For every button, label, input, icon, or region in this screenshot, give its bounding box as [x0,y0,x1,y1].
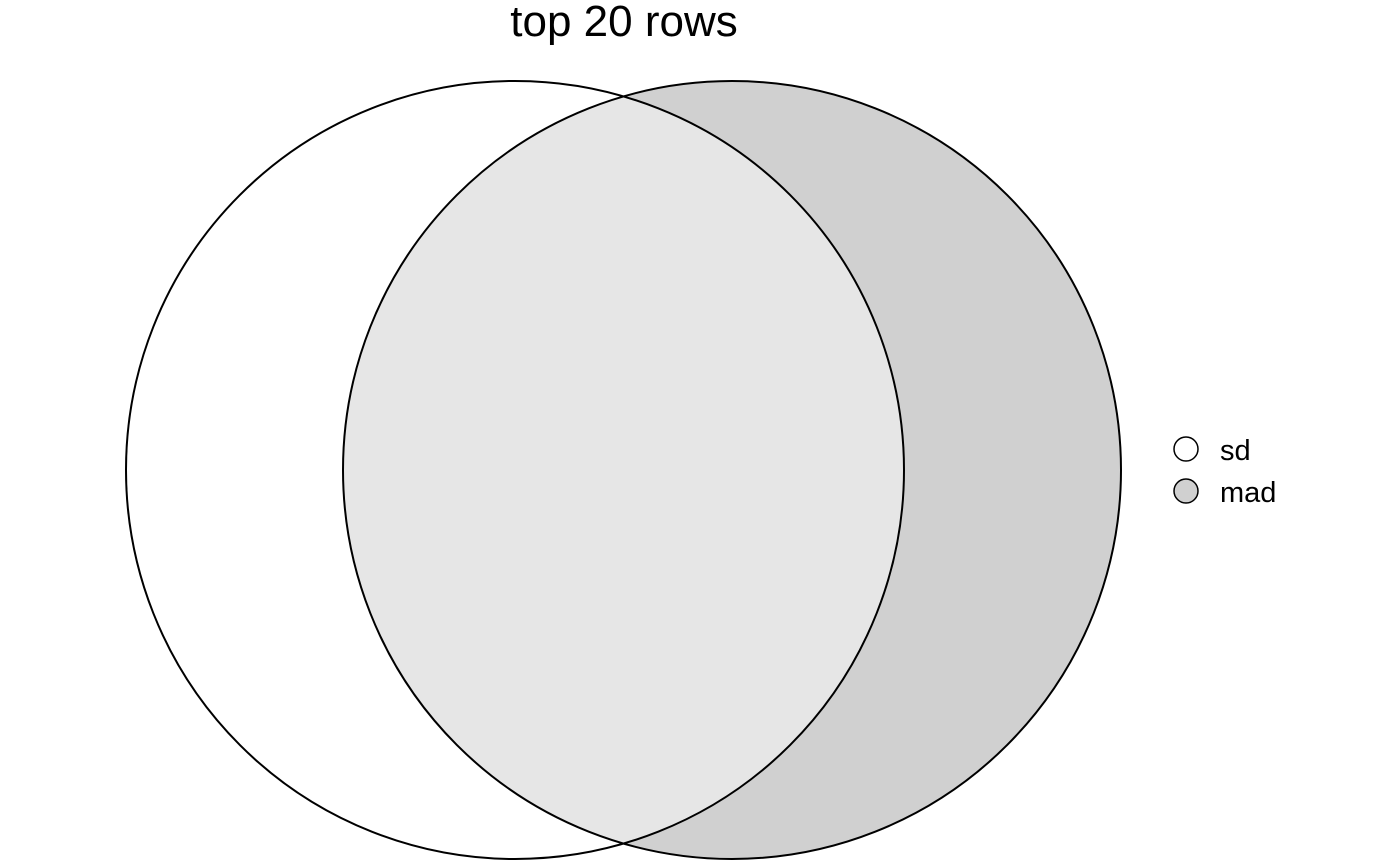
diagram-title: top 20 rows [510,0,738,46]
set-mad-outline [342,80,1122,860]
legend: sd mad [1173,435,1276,509]
legend-label-sd: sd [1220,435,1251,467]
overlap-region [343,81,904,859]
legend-swatch-sd [1173,436,1199,462]
set-sd-outline [125,80,905,860]
legend-label-mad: mad [1220,477,1276,509]
legend-swatch-mad [1173,478,1199,504]
